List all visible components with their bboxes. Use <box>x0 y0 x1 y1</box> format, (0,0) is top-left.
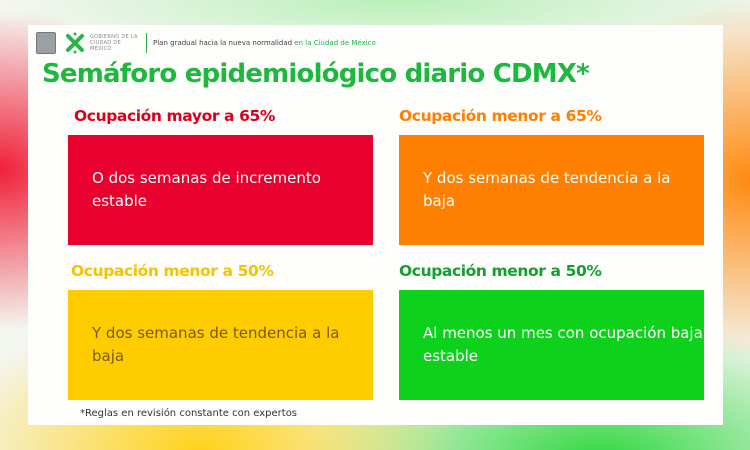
level-green-text: Al menos un mes con ocupación baja estab… <box>423 324 703 365</box>
level-yellow-heading: Ocupación menor a 50% <box>71 262 274 280</box>
level-orange-text: Y dos semanas de tendencia a la baja <box>423 169 671 210</box>
page-title: Semáforo epidemiológico diario CDMX* <box>42 59 590 89</box>
level-red-text: O dos semanas de incremento estable <box>92 169 321 210</box>
level-green-heading: Ocupación menor a 50% <box>399 262 602 280</box>
gov-line2: CIUDAD DE MÉXICO <box>90 40 121 52</box>
level-orange-box: Y dos semanas de tendencia a la baja <box>399 135 704 245</box>
national-seal-icon <box>36 32 56 54</box>
level-red-box: O dos semanas de incremento estable <box>68 135 373 245</box>
footnote: *Reglas en revisión constante con expert… <box>80 408 298 419</box>
cdmx-logo-icon <box>64 32 86 54</box>
plan-text: Plan gradual hacia la nueva normalidad <box>153 39 295 47</box>
plan-tagline: Plan gradual hacia la nueva normalidad e… <box>153 39 376 47</box>
level-orange-heading: Ocupación menor a 65% <box>399 107 602 125</box>
level-green-box: Al menos un mes con ocupación baja estab… <box>399 290 704 400</box>
level-red-heading: Ocupación mayor a 65% <box>74 107 276 125</box>
gov-line1: GOBIERNO DE LA <box>90 34 138 40</box>
header: GOBIERNO DE LA CIUDAD DE MÉXICO Plan grad… <box>36 31 376 55</box>
infographic-card: GOBIERNO DE LA CIUDAD DE MÉXICO Plan grad… <box>28 25 723 425</box>
plan-highlight: en la Ciudad de México <box>294 39 376 47</box>
divider <box>146 33 147 53</box>
level-yellow-text: Y dos semanas de tendencia a la baja <box>92 324 340 365</box>
government-name: GOBIERNO DE LA CIUDAD DE MÉXICO <box>90 34 140 52</box>
level-yellow-box: Y dos semanas de tendencia a la baja <box>68 290 373 400</box>
